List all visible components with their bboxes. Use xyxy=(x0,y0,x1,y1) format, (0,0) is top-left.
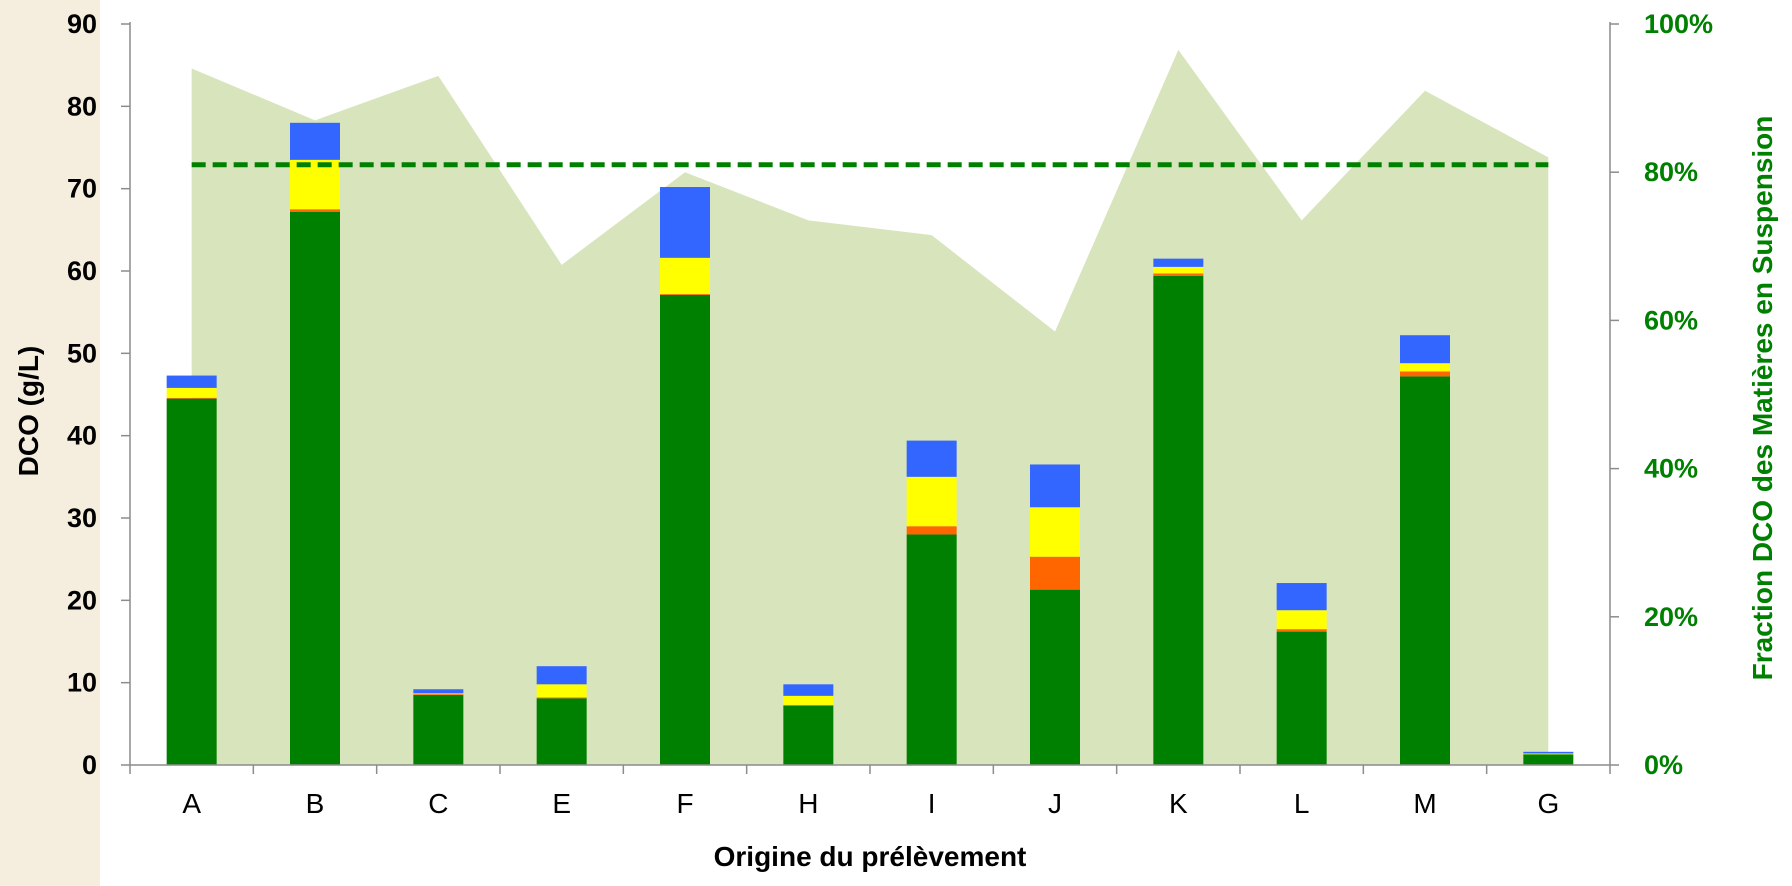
y-tick-label: 10 xyxy=(67,668,97,698)
bar-B-segment-3 xyxy=(290,159,340,210)
y2-tick-label: 0% xyxy=(1644,750,1683,780)
y-tick-label: 60 xyxy=(67,256,97,286)
bar-E-segment-2 xyxy=(536,697,587,699)
bar-J-segment-3 xyxy=(1030,507,1080,557)
bar-K-segment-4 xyxy=(1153,258,1204,267)
bar-L-segment-4 xyxy=(1276,583,1327,611)
x-tick-label-K: K xyxy=(1169,788,1188,819)
bar-K-segment-2 xyxy=(1153,273,1204,276)
y2-tick-label: 40% xyxy=(1644,454,1698,484)
bar-J-segment-2 xyxy=(1030,556,1080,590)
y-tick-label: 50 xyxy=(67,338,97,368)
x-tick-label-L: L xyxy=(1294,788,1310,819)
y2-tick-label: 100% xyxy=(1644,9,1713,39)
bar-G-segment-3 xyxy=(1523,753,1574,755)
y-tick-label: 80 xyxy=(67,91,97,121)
y2-tick-label: 60% xyxy=(1644,305,1698,335)
bar-C-segment-3 xyxy=(413,693,464,695)
bars-layer xyxy=(166,122,1574,766)
bar-E-segment-1 xyxy=(536,698,587,765)
bar-B-segment-2 xyxy=(290,209,340,212)
tick-labels-layer: 0 10 20 30 40 50 60 70 80 90 0% 20% 40% 60% 80% 100% xyxy=(67,9,1713,780)
bar-A-segment-4 xyxy=(166,375,217,388)
y-tick-label: 40 xyxy=(67,421,97,451)
bar-M-segment-1 xyxy=(1400,376,1450,765)
bar-K-segment-1 xyxy=(1153,275,1204,765)
y-axis-title: DCO (g/L) xyxy=(13,346,44,477)
bar-J-segment-1 xyxy=(1030,589,1080,765)
x-tick-label-J: J xyxy=(1048,788,1062,819)
y2-tick-label: 20% xyxy=(1644,602,1698,632)
fraction-area-layer xyxy=(191,49,1549,766)
bar-F-segment-1 xyxy=(660,294,710,765)
bar-E-segment-4 xyxy=(536,666,587,685)
bar-M-segment-3 xyxy=(1400,363,1450,372)
bar-H-segment-3 xyxy=(783,695,834,705)
x-tick-label-H: H xyxy=(798,788,818,819)
bar-C-segment-2 xyxy=(413,694,464,696)
x-tick-label-G: G xyxy=(1537,788,1559,819)
y-tick-label: 20 xyxy=(67,585,97,615)
bar-J-segment-4 xyxy=(1030,464,1080,508)
bar-I-segment-3 xyxy=(906,476,957,527)
y-tick-label: 30 xyxy=(67,503,97,533)
left-strip xyxy=(0,0,100,886)
bar-I-segment-2 xyxy=(906,526,957,535)
bar-L-segment-1 xyxy=(1276,631,1327,765)
x-axis-title: Origine du prélèvement xyxy=(714,841,1027,872)
x-tick-label-M: M xyxy=(1413,788,1436,819)
bar-C-segment-1 xyxy=(413,695,464,765)
bar-I-segment-4 xyxy=(906,440,957,477)
x-tick-label-I: I xyxy=(928,788,936,819)
bar-M-segment-2 xyxy=(1400,371,1450,377)
y2-tick-label: 80% xyxy=(1644,157,1698,187)
bar-L-segment-2 xyxy=(1276,629,1327,632)
bar-F-segment-3 xyxy=(660,257,710,295)
bar-M-segment-4 xyxy=(1400,335,1450,364)
bar-I-segment-1 xyxy=(906,534,957,765)
axes-layer xyxy=(121,22,1619,774)
bar-H-segment-2 xyxy=(783,704,834,706)
y-tick-label: 0 xyxy=(82,750,97,780)
x-tick-label-F: F xyxy=(676,788,693,819)
y-tick-label: 70 xyxy=(67,174,97,204)
bar-F-segment-2 xyxy=(660,294,710,295)
bar-G-segment-4 xyxy=(1523,751,1574,754)
x-tick-label-A: A xyxy=(182,788,201,819)
bar-K-segment-3 xyxy=(1153,266,1204,274)
bar-E-segment-3 xyxy=(536,684,587,698)
bar-G-segment-1 xyxy=(1523,754,1574,765)
y-tick-label: 90 xyxy=(67,9,97,39)
bar-L-segment-3 xyxy=(1276,610,1327,630)
bar-B-segment-4 xyxy=(290,122,340,160)
x-tick-label-C: C xyxy=(428,788,448,819)
bar-A-segment-1 xyxy=(166,398,217,765)
x-tick-label-B: B xyxy=(306,788,325,819)
bar-A-segment-3 xyxy=(166,387,217,398)
bar-H-segment-4 xyxy=(783,684,834,696)
bar-B-segment-1 xyxy=(290,211,340,766)
bar-C-segment-4 xyxy=(413,689,464,694)
bar-F-segment-4 xyxy=(660,187,710,258)
y2-axis-title: Fraction DCO des Matières en Suspension xyxy=(1747,116,1778,681)
fraction-area xyxy=(191,49,1549,766)
x-tick-label-E: E xyxy=(552,788,571,819)
bar-H-segment-1 xyxy=(783,705,834,765)
bar-A-segment-2 xyxy=(166,397,217,399)
